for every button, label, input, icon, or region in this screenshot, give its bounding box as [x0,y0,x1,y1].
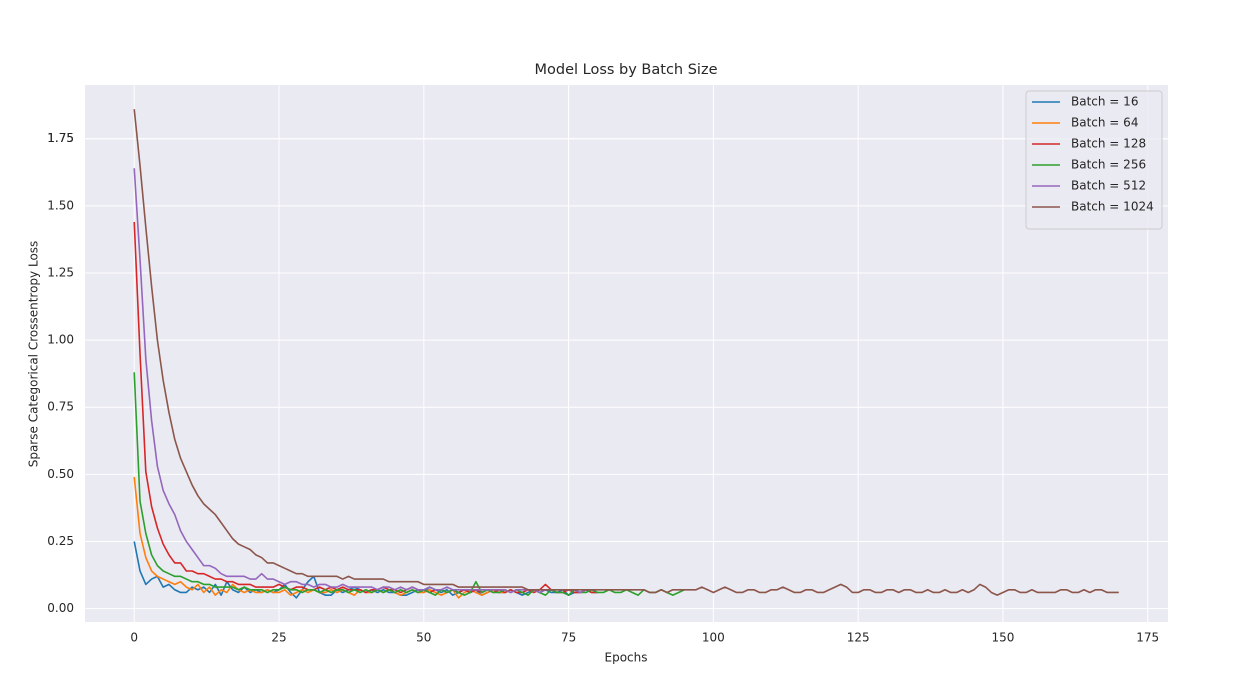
legend-label: Batch = 64 [1071,116,1138,130]
y-tick-label: 1.50 [47,198,74,212]
legend: Batch = 16 Batch = 64 Batch = 128 Batch = 2… [1025,90,1163,230]
x-tick-label: 75 [561,631,576,645]
legend-label: Batch = 256 [1071,158,1146,172]
y-tick-label: 0.25 [47,534,74,548]
y-tick-label: 1.00 [47,333,74,347]
y-axis-label: Sparse Categorical Crossentropy Loss [27,241,41,468]
legend-label: Batch = 512 [1071,179,1146,193]
legend-label: Batch = 16 [1071,95,1138,109]
x-tick-label: 125 [847,631,870,645]
x-tick-label: 50 [416,631,431,645]
plot-area [85,85,1168,622]
legend-box [1025,90,1163,230]
x-tick-label: 25 [271,631,286,645]
y-tick-label: 0.75 [47,400,74,414]
x-tick-label: 175 [1136,631,1159,645]
y-tick-label: 0.50 [47,467,74,481]
chart-title: Model Loss by Batch Size [534,62,717,78]
x-tick-label: 100 [702,631,725,645]
y-tick-label: 1.75 [47,131,74,145]
series-line [133,109,1119,596]
y-tick-label: 1.75 [47,131,74,145]
x-axis-label: Epochs [605,651,648,665]
x-tick-label: 0 [130,631,138,645]
series-line [133,168,598,594]
legend-label: Batch = 1024 [1071,200,1154,214]
x-tick-label: 150 [991,631,1014,645]
series-line [133,221,598,594]
y-tick-label: 0.00 [47,601,74,615]
lines [133,109,1119,599]
y-tick-label: 1.25 [47,265,74,279]
legend-label: Batch = 128 [1071,137,1146,151]
